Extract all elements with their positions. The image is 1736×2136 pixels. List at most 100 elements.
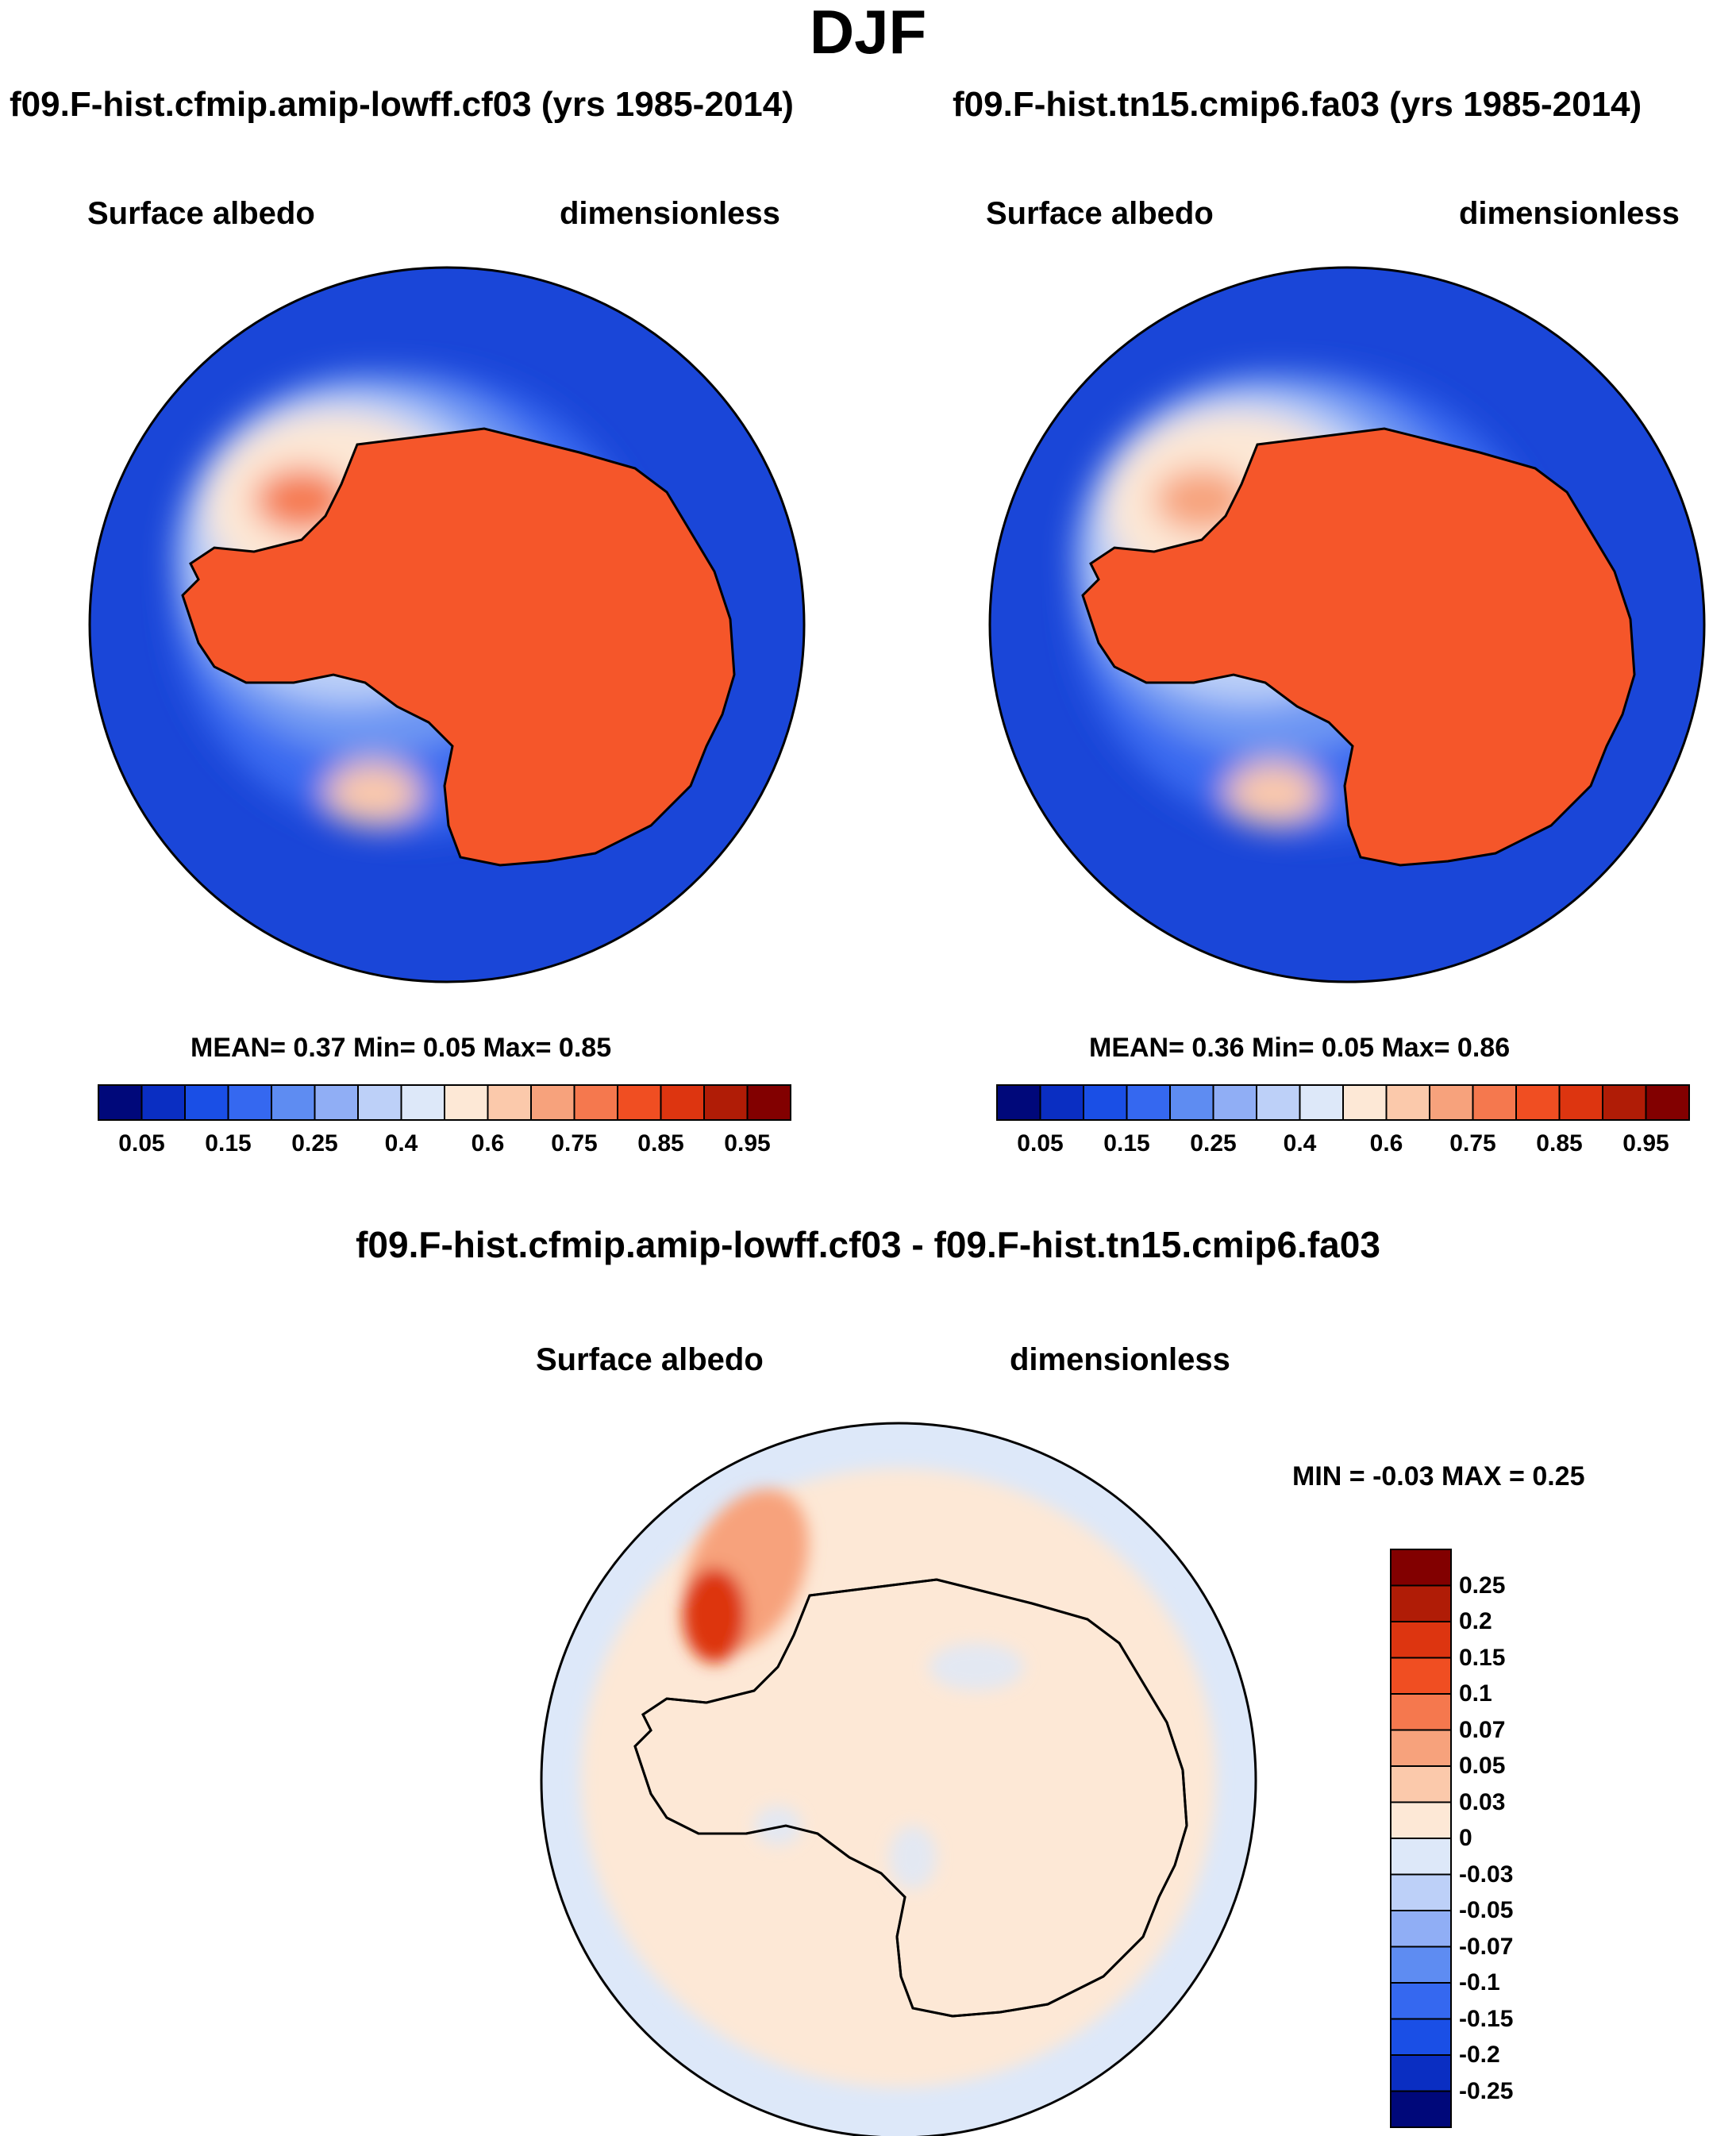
- colorbar-3: [1390, 1549, 1452, 2128]
- colorbar-1-swatch: [400, 1084, 445, 1121]
- colorbar-3-swatch: [1390, 1801, 1452, 1839]
- diff-title: f09.F-hist.cfmip.amip-lowff.cf03 - f09.F…: [356, 1224, 1380, 1265]
- colorbar-3-swatch: [1390, 1729, 1452, 1767]
- colorbar-2-tick-label: 0.25: [1190, 1130, 1237, 1157]
- colorbar-2-tick-label: 0.85: [1536, 1130, 1583, 1157]
- diff-map-border: [540, 1422, 1257, 2136]
- colorbar-1-swatch: [184, 1084, 229, 1121]
- colorbar-1: [98, 1084, 791, 1121]
- panel-1-run-title: f09.F-hist.cfmip.amip-lowff.cf03 (yrs 19…: [10, 85, 794, 124]
- colorbar-1-swatch: [573, 1084, 618, 1121]
- colorbar-1-swatch: [271, 1084, 316, 1121]
- colorbar-2: [996, 1084, 1690, 1121]
- colorbar-2-swatch: [1385, 1084, 1430, 1121]
- colorbar-2-swatch: [996, 1084, 1041, 1121]
- colorbar-3-tick-label: -0.25: [1459, 2077, 1514, 2104]
- colorbar-2-tick-label: 0.05: [1017, 1130, 1064, 1157]
- colorbar-1-swatch: [314, 1084, 359, 1121]
- colorbar-3-tick-label: 0.03: [1459, 1788, 1506, 1815]
- colorbar-3-swatch: [1390, 1910, 1452, 1948]
- colorbar-1-swatch: [98, 1084, 143, 1121]
- colorbar-2-swatch: [1299, 1084, 1344, 1121]
- colorbar-3-tick-label: -0.15: [1459, 2005, 1514, 2032]
- colorbar-1-tick-label: 0.85: [637, 1130, 684, 1157]
- colorbar-3-swatch: [1390, 1621, 1452, 1659]
- colorbar-3-swatch: [1390, 1838, 1452, 1876]
- panel-1-stats: MEAN= 0.37 Min= 0.05 Max= 0.85: [191, 1033, 612, 1063]
- colorbar-2-swatch: [1039, 1084, 1084, 1121]
- colorbar-3-swatch: [1390, 1549, 1452, 1587]
- colorbar-1-tick-label: 0.25: [291, 1130, 338, 1157]
- colorbar-3-tick-label: -0.1: [1459, 1969, 1500, 1996]
- colorbar-1-swatch: [487, 1084, 532, 1121]
- colorbar-1-tick-label: 0.6: [471, 1130, 505, 1157]
- colorbar-2-swatch: [1429, 1084, 1474, 1121]
- colorbar-3-tick-label: 0.05: [1459, 1753, 1506, 1779]
- colorbar-3-tick-label: 0.07: [1459, 1716, 1506, 1743]
- diff-variable: Surface albedo: [536, 1342, 764, 1377]
- colorbar-3-tick-label: -0.03: [1459, 1861, 1514, 1888]
- colorbar-3-swatch: [1390, 1982, 1452, 2020]
- colorbar-1-swatch: [444, 1084, 489, 1121]
- colorbar-1-swatch: [660, 1084, 705, 1121]
- panel-2-map-border: [988, 266, 1706, 983]
- colorbar-3-tick-label: -0.2: [1459, 2042, 1500, 2068]
- panel-1-map: [90, 267, 804, 982]
- colorbar-2-swatch: [1472, 1084, 1517, 1121]
- colorbar-1-swatch: [703, 1084, 749, 1121]
- colorbar-1-swatch: [357, 1084, 402, 1121]
- colorbar-2-swatch: [1558, 1084, 1603, 1121]
- colorbar-2-tick-label: 0.95: [1622, 1130, 1669, 1157]
- colorbar-3-tick-label: 0.15: [1459, 1644, 1506, 1671]
- colorbar-1-swatch: [530, 1084, 575, 1121]
- panel-1-units: dimensionless: [560, 196, 780, 231]
- colorbar-3-tick-label: -0.05: [1459, 1897, 1514, 1923]
- colorbar-3-tick-label: 0.1: [1459, 1680, 1492, 1707]
- panel-2-run-title: f09.F-hist.tn15.cmip6.fa03 (yrs 1985-201…: [953, 85, 1642, 124]
- colorbar-2-swatch: [1256, 1084, 1301, 1121]
- colorbar-2-swatch: [1342, 1084, 1388, 1121]
- colorbar-3-swatch: [1390, 2054, 1452, 2092]
- colorbar-1-tick-label: 0.15: [205, 1130, 252, 1157]
- colorbar-2-tick-label: 0.15: [1103, 1130, 1150, 1157]
- colorbar-2-swatch: [1126, 1084, 1171, 1121]
- colorbar-3-swatch: [1390, 1657, 1452, 1695]
- colorbar-2-swatch: [1212, 1084, 1257, 1121]
- panel-1-map-border: [88, 266, 806, 983]
- colorbar-2-swatch: [1169, 1084, 1214, 1121]
- panel-2-variable: Surface albedo: [986, 196, 1214, 231]
- diff-map: [541, 1423, 1256, 2136]
- colorbar-3-swatch: [1390, 1693, 1452, 1731]
- colorbar-1-swatch: [746, 1084, 791, 1121]
- colorbar-2-tick-label: 0.75: [1449, 1130, 1496, 1157]
- diff-stats: MIN = -0.03 MAX = 0.25: [1292, 1461, 1585, 1491]
- colorbar-1-tick-label: 0.95: [724, 1130, 771, 1157]
- colorbar-3-swatch: [1390, 2018, 1452, 2056]
- colorbar-3-swatch: [1390, 1765, 1452, 1803]
- diff-units: dimensionless: [1010, 1342, 1230, 1377]
- colorbar-2-swatch: [1515, 1084, 1561, 1121]
- colorbar-3-tick-label: -0.07: [1459, 1933, 1514, 1960]
- colorbar-3-swatch: [1390, 2090, 1452, 2128]
- colorbar-2-swatch: [1645, 1084, 1690, 1121]
- colorbar-3-tick-label: 0.25: [1459, 1572, 1506, 1599]
- panel-2-stats: MEAN= 0.36 Min= 0.05 Max= 0.86: [1089, 1033, 1511, 1063]
- colorbar-1-swatch: [227, 1084, 272, 1121]
- colorbar-2-tick-label: 0.6: [1369, 1130, 1403, 1157]
- colorbar-3-swatch: [1390, 1945, 1452, 1984]
- colorbar-3-swatch: [1390, 1873, 1452, 1911]
- page-title: DJF: [809, 0, 927, 67]
- panel-1-variable: Surface albedo: [87, 196, 315, 231]
- colorbar-2-swatch: [1083, 1084, 1128, 1121]
- colorbar-1-tick-label: 0.05: [118, 1130, 165, 1157]
- colorbar-1-tick-label: 0.75: [551, 1130, 598, 1157]
- panel-2-map: [990, 267, 1704, 982]
- colorbar-3-tick-label: 0.2: [1459, 1608, 1492, 1634]
- colorbar-2-swatch: [1602, 1084, 1647, 1121]
- colorbar-1-tick-label: 0.4: [384, 1130, 418, 1157]
- colorbar-1-swatch: [617, 1084, 662, 1121]
- colorbar-1-swatch: [140, 1084, 186, 1121]
- colorbar-3-swatch: [1390, 1584, 1452, 1622]
- panel-2-units: dimensionless: [1459, 196, 1680, 231]
